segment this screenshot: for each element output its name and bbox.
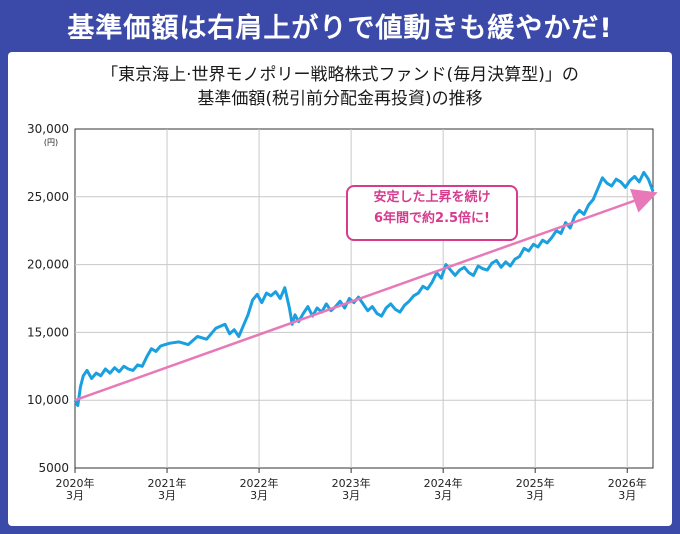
y-tick-label: 30,000 <box>27 122 69 136</box>
x-tick-label: 3月 <box>342 489 360 502</box>
y-tick-label: 20,000 <box>27 258 69 272</box>
plot-border <box>74 128 654 469</box>
x-tick-label: 2023年 <box>332 476 371 490</box>
x-tick-label: 3月 <box>158 489 176 502</box>
x-tick-label: 2022年 <box>240 476 279 490</box>
annotation-line1: 安定した上昇を続け <box>373 190 491 205</box>
y-tick-label: 10,000 <box>27 393 69 407</box>
x-tick-label: 3月 <box>526 489 544 502</box>
chart-subtitle-line1: 「東京海上·世界モノポリー戦略株式ファンド(毎月決算型)」の <box>101 65 579 85</box>
x-tick-label: 2021年 <box>148 476 187 490</box>
y-tick-label: 25,000 <box>27 190 69 204</box>
chart-area: 5000 10,000 15,000 20,000 25,000 30,000 (円) 202… <box>8 108 672 526</box>
y-tick-label: 5000 <box>38 461 69 475</box>
x-tick-label: 2026年 <box>608 476 647 490</box>
chart-subtitle-line2: 基準価額(税引前分配金再投資)の推移 <box>197 89 483 109</box>
x-tick-label: 3月 <box>66 489 84 502</box>
x-tick-label: 3月 <box>250 489 268 502</box>
y-tick-label: 15,000 <box>27 325 69 339</box>
x-tick-label: 3月 <box>618 489 636 502</box>
x-tick-label: 2024年 <box>424 476 463 490</box>
page-title: 基準価額は右肩上がりで値動きも緩やかだ! <box>67 13 613 44</box>
x-tick-label: 2020年 <box>56 476 95 490</box>
series-line-nav <box>73 170 655 408</box>
line-chart: 5000 10,000 15,000 20,000 25,000 30,000 (円) 202… <box>27 122 658 502</box>
x-tick-label: 2025年 <box>516 476 555 490</box>
trend-arrow <box>74 189 658 402</box>
x-tick-label: 3月 <box>434 489 452 502</box>
annotation-line2: 6年間で約2.5倍に! <box>373 211 490 226</box>
annotation-box: 安定した上昇を続け 6年間で約2.5倍に! <box>346 185 518 241</box>
y-unit-label: (円) <box>44 138 58 147</box>
